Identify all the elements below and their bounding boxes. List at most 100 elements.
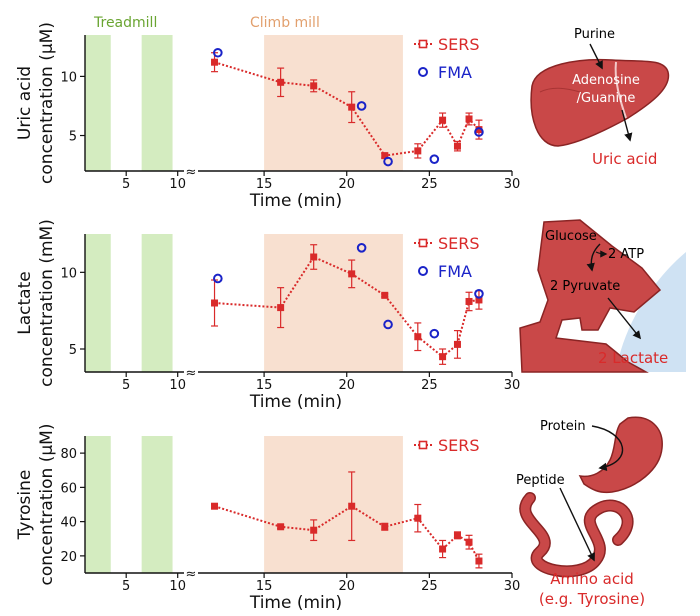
x-tick-label: 10 — [169, 378, 186, 393]
intestine-shape — [519, 492, 634, 578]
legend-sers-label: SERS — [438, 234, 480, 253]
fma-point — [429, 328, 440, 339]
fma-point — [356, 101, 367, 111]
axis-break-symbol: ≈ — [186, 366, 197, 381]
sers-point — [310, 526, 318, 534]
sers-point — [348, 103, 356, 111]
fma-point — [383, 319, 393, 330]
sers-point — [414, 147, 422, 155]
treadmill-band-2 — [141, 35, 173, 171]
sers-point — [439, 545, 447, 553]
muscle-atp-label: 2 ATP — [608, 247, 644, 262]
x-tick-label: 5 — [122, 177, 130, 192]
treadmill-band-2 — [141, 234, 173, 372]
muscle-arrow-1 — [586, 243, 601, 272]
y-axis-label-line1: Uric acid — [15, 66, 35, 140]
legend-sers-label: SERS — [438, 35, 480, 54]
muscle-glucose-label: Glucose — [545, 229, 597, 244]
sers-point — [475, 126, 483, 134]
axis-break-symbol: ≈ — [186, 165, 197, 180]
legend-fma-marker — [418, 67, 428, 77]
fma-point — [474, 127, 484, 137]
muscle-arrow-2 — [607, 297, 642, 340]
legend-sers-marker — [418, 440, 428, 450]
fma-point — [429, 154, 440, 164]
fma-point — [213, 47, 223, 58]
sers-point — [439, 353, 447, 361]
x-tick-label: 15 — [256, 177, 273, 192]
gut-arrow-2 — [559, 487, 595, 562]
y-tick-label: 60 — [60, 481, 77, 496]
y-axis-label-line1: Tyrosine — [15, 470, 35, 541]
legend-sers-marker — [418, 39, 428, 49]
y-axis-label-line2: concentration (mM) — [37, 219, 57, 387]
liver-product-label: Uric acid — [592, 150, 657, 168]
legend-sers-label: SERS — [438, 436, 480, 455]
axis-break-symbol: ≈ — [186, 567, 197, 582]
sers-line — [214, 61, 480, 157]
x-tick-label: 5 — [122, 579, 130, 594]
sers-point — [381, 523, 389, 531]
muscle-illustration: Glucose 2 ATP 2 Pyruvate 2 Lactate — [519, 219, 686, 373]
x-tick-label: 25 — [421, 177, 438, 192]
climb-mill-band — [264, 234, 403, 372]
sers-point — [453, 340, 461, 348]
gut-product-label-1: Amino acid — [550, 570, 634, 588]
treadmill-band-1 — [85, 436, 111, 573]
treadmill-label: Treadmill — [93, 15, 157, 31]
legend-fma-label: FMA — [438, 63, 472, 82]
x-tick-label: 30 — [504, 378, 521, 393]
fma-point — [474, 289, 484, 299]
y-tick-label: 5 — [69, 343, 77, 358]
liver-arrow-1 — [589, 43, 603, 70]
x-axis-label: Time (min) — [249, 191, 342, 211]
legend-sers-marker — [418, 238, 428, 248]
liver-lobe-line — [614, 61, 627, 119]
liver-guanine-label: /Guanine — [577, 91, 636, 106]
sers-point — [475, 557, 483, 565]
tyrosine-panel: ≈5 10 15 20 25 30 20 40 60 80 Time (min) Tyrosine co… — [15, 424, 520, 613]
y-tick-label: 10 — [60, 70, 77, 85]
treadmill-band-2 — [141, 436, 173, 573]
fma-point — [383, 156, 393, 167]
sers-point — [381, 152, 389, 160]
skin-shape — [616, 252, 686, 372]
y-tick-label: 5 — [69, 130, 77, 145]
y-tick-label: 20 — [60, 550, 77, 565]
x-axis-label: Time (min) — [249, 392, 342, 412]
x-tick-label: 15 — [256, 579, 273, 594]
sers-point — [414, 514, 422, 522]
climb-mill-band — [264, 436, 403, 573]
sers-point — [465, 115, 473, 123]
treadmill-band-1 — [85, 35, 111, 171]
legend-fma-label: FMA — [438, 262, 472, 281]
gut-protein-label: Protein — [540, 419, 586, 434]
sers-point — [211, 502, 219, 510]
sers-point — [348, 270, 356, 278]
liver-adenosine-label: Adenosine — [572, 73, 640, 88]
sers-point — [453, 142, 461, 150]
climb-mill-label: Climb mill — [250, 15, 320, 31]
x-tick-label: 30 — [504, 177, 521, 192]
gut-product-label-2: (e.g. Tyrosine) — [539, 590, 645, 608]
muscle-product-label: 2 Lactate — [598, 349, 668, 367]
muscle-shape — [519, 219, 662, 373]
x-tick-label: 15 — [256, 378, 273, 393]
gut-peptide-label: Peptide — [516, 473, 565, 488]
treadmill-band-1 — [85, 234, 111, 372]
y-axis-label-line2: concentration (μM) — [37, 424, 57, 586]
sers-point — [277, 78, 285, 86]
y-tick-label: 40 — [60, 516, 77, 531]
legend-fma-marker — [418, 266, 428, 276]
lactate-panel: ≈5 10 15 20 25 30 5 10 Time (min) Lactate concentr… — [15, 219, 520, 412]
sers-point — [453, 531, 461, 539]
sers-point — [465, 297, 473, 305]
climb-mill-band — [264, 35, 403, 171]
fma-point — [356, 243, 367, 253]
gut-illustration: Protein Peptide Amino acid (e.g. Tyrosin… — [516, 416, 663, 608]
sers-point — [211, 58, 219, 66]
liver-shape — [530, 58, 670, 147]
liver-purine-label: Purine — [574, 27, 615, 42]
fma-point — [213, 273, 223, 284]
sers-point — [381, 291, 389, 299]
